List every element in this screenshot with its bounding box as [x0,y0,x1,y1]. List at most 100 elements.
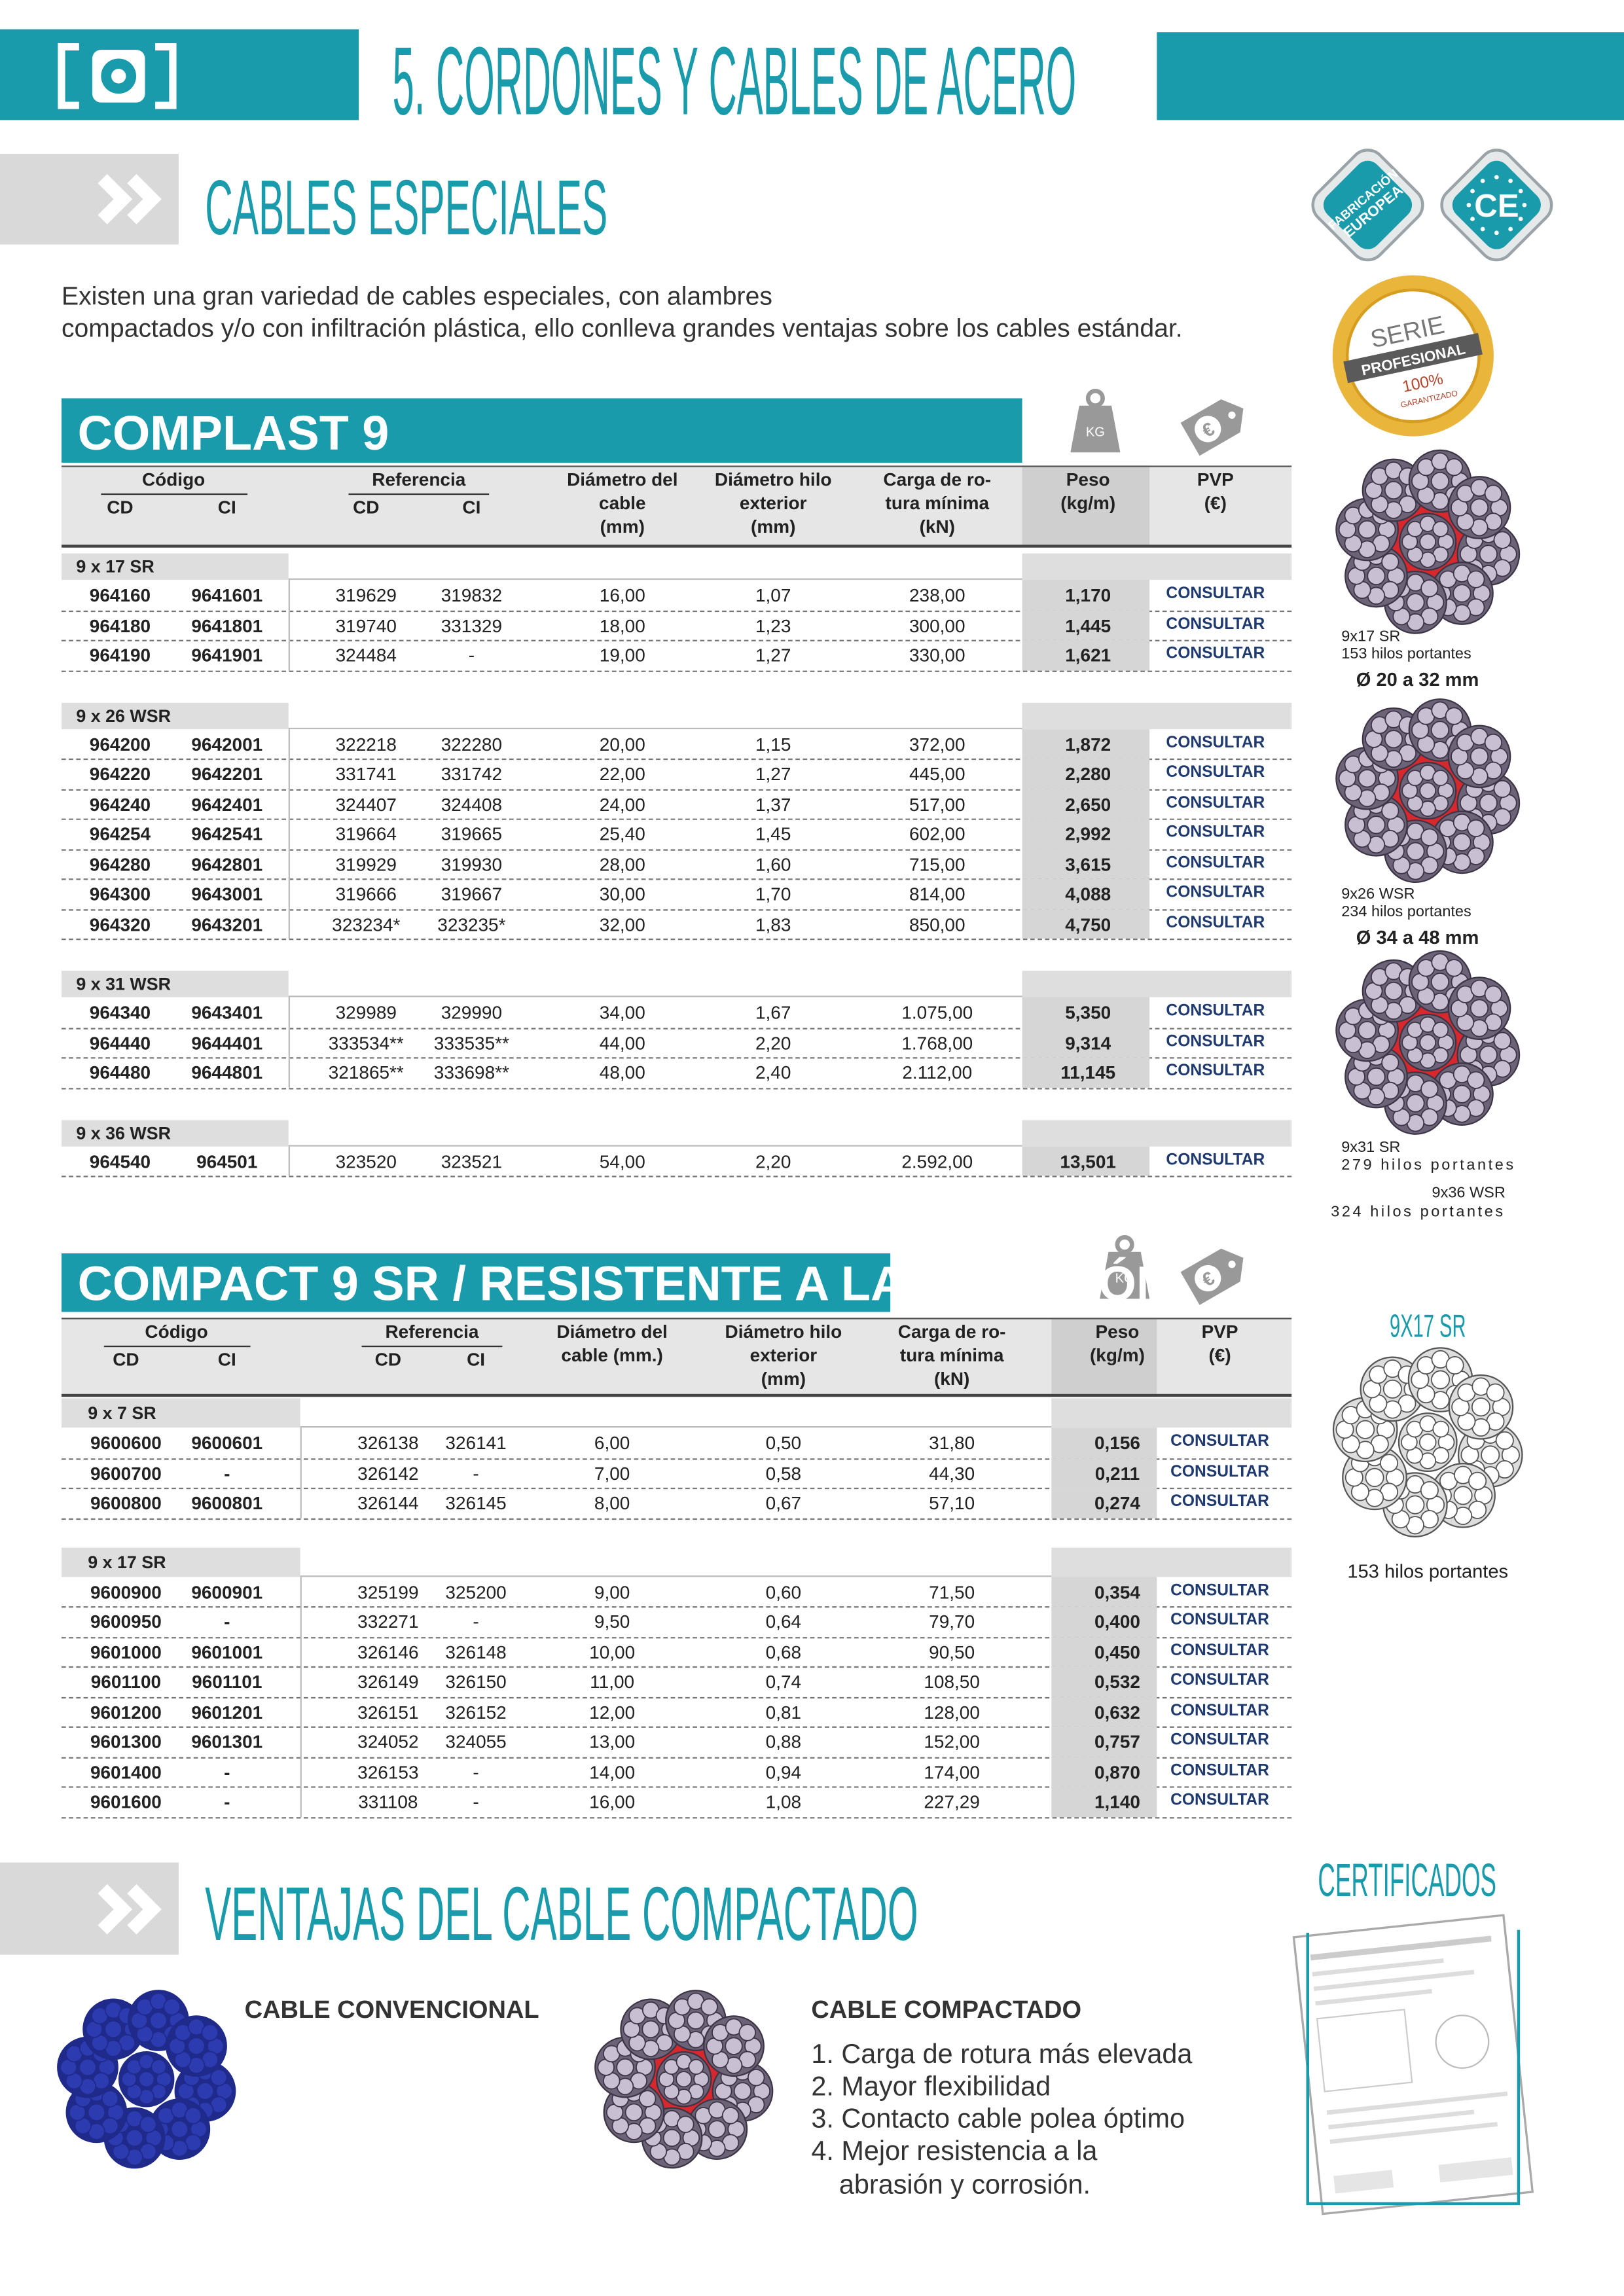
group-bg [61,1398,300,1428]
table-cell: 9601400 [90,1762,162,1783]
rope-wire [1445,959,1464,977]
table-cell: 9,00 [594,1582,630,1603]
weight-icon [1085,388,1105,408]
table-cell: 0,870 [1094,1762,1140,1783]
table-cell: 319629 [335,585,397,607]
table-cell: 2,992 [1065,824,1111,845]
column-divider [300,1487,302,1518]
row-rule [61,848,1292,850]
table-cell: 332271 [357,1612,419,1633]
row-rule [61,1517,1292,1520]
table-title-bar [61,398,1022,463]
rope-wire [1445,458,1464,476]
section-title: VENTAJAS DEL CABLE COMPACTADO [205,1873,918,1958]
group-label: 9 x 31 WSR [76,973,171,995]
rope-wire [721,2107,740,2125]
rope-wire [1358,769,1377,788]
table-cell: 24,00 [599,794,645,815]
table-cell: 2,40 [755,1063,791,1084]
table-cell: 6,00 [594,1433,630,1454]
row-rule [61,1666,1292,1668]
column-divider [300,1606,302,1637]
table-cell: 9644401 [191,1033,263,1054]
rope-wire [1453,1085,1471,1103]
rope-wire [104,2020,122,2039]
table-cell: 326144 [357,1493,419,1515]
table-cell: 9643401 [191,1003,263,1024]
table-title: COMPLAST 9 [77,405,389,460]
table-cell: 18,00 [599,615,645,637]
table-cell: 71,50 [929,1582,975,1603]
table-cell: 330,00 [909,645,965,666]
table-cell: 79,70 [929,1612,975,1633]
rope-wire [1471,1397,1490,1417]
weight-icon [1070,405,1121,453]
star [1508,226,1513,232]
table-cell: 1,08 [765,1792,802,1813]
table-cell: - [468,645,475,666]
table-cell: 517,00 [909,794,965,815]
table-cell: 326152 [445,1702,507,1723]
icon-text: KG [1115,1272,1134,1286]
row-rule [61,1606,1292,1608]
rope-wire [1382,1379,1402,1399]
table-cell: 1,37 [755,794,791,815]
table-cell: 0,88 [765,1732,802,1753]
column-divider [300,1786,302,1817]
group-rule [288,726,1022,728]
certificate-frame [1306,1929,1521,2206]
image-caption: 9x31 SR [1341,1138,1401,1157]
table-cell: 16,00 [589,1792,636,1813]
group-label: 9 x 17 SR [88,1551,166,1572]
row-rule [61,609,1292,612]
table-cell: 326149 [357,1672,419,1693]
table-cell: 323520 [335,1151,397,1172]
table-cell: 0,450 [1094,1641,1140,1663]
rope-wire [1493,780,1511,798]
table-cell: 9642001 [191,734,263,755]
image-caption: Ø 34 a 48 mm [1356,925,1479,948]
header-underline [100,493,247,495]
rope-wire [638,2090,657,2108]
table-cell: 329990 [441,1003,503,1024]
table-cell: 1,170 [1065,585,1111,607]
table-cell: 19,00 [599,645,645,666]
rope-wire [1418,1433,1437,1451]
column-divider [300,1427,302,1458]
price-icon [1228,411,1236,419]
table-cell: 964200 [89,734,151,755]
rope-wire [1356,1420,1375,1439]
rope-wire [1358,1020,1377,1040]
table-cell: 2.592,00 [901,1151,973,1172]
peso-cell-bg [1022,848,1150,879]
label: CABLE COMPACTADO [811,1996,1082,2024]
table-cell: 13,501 [1060,1151,1116,1172]
table-cell: 2,650 [1065,794,1111,815]
badge-text: CE [1474,188,1519,224]
row-rule [61,1756,1292,1758]
table-cell: 331742 [441,764,503,785]
table-cell: 227,29 [924,1792,980,1813]
rope-wire [170,2120,189,2138]
table-cell: 319929 [335,854,397,875]
table-cell: 9641801 [191,615,263,637]
list-item: 3. Contacto cable polea óptimo [811,2102,1185,2134]
column-divider [300,1576,302,1607]
table-cell: CONSULTAR [1170,1731,1269,1749]
table-cell: 326150 [445,1672,507,1693]
table-cell: 326142 [357,1463,419,1484]
table-cell: - [224,1762,230,1783]
peso-cell-bg [1022,818,1150,849]
weight-icon [1115,1235,1134,1255]
header-underline [361,1345,503,1348]
group-bg [61,1119,289,1146]
table-cell: 9601201 [191,1702,263,1723]
eu-badge [1311,149,1424,262]
table-cell: 715,00 [909,854,965,875]
row-rule [61,758,1292,761]
star [1494,230,1499,236]
rope-wire [138,2071,155,2088]
table-cell: 964254 [89,824,151,845]
table-cell: CONSULTAR [1166,914,1265,932]
table-cell: 9644801 [191,1063,263,1084]
